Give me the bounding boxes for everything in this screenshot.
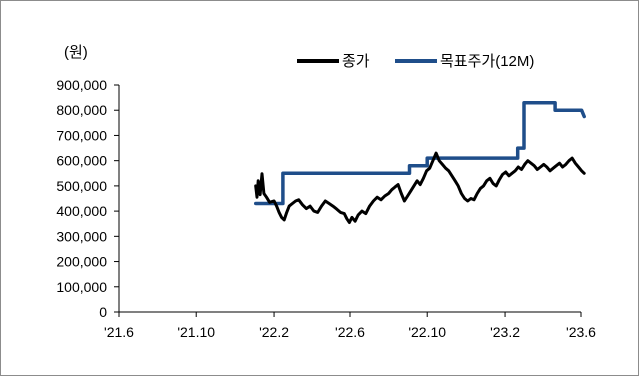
x-tick-label: '22.10 xyxy=(408,324,446,340)
axes xyxy=(114,84,582,317)
legend: 종가 목표주가(12M) xyxy=(297,53,534,70)
legend-target-price-label: 목표주가(12M) xyxy=(440,53,534,70)
y-tick-label: 400,000 xyxy=(56,203,107,219)
y-tick-label: 200,000 xyxy=(56,254,107,270)
y-tick-label: 100,000 xyxy=(56,279,107,295)
y-tick-label: 900,000 xyxy=(56,77,107,93)
legend-close-price-label: 종가 xyxy=(342,53,370,70)
y-tick-label: 300,000 xyxy=(56,228,107,244)
x-tick-label: '21.6 xyxy=(104,324,134,340)
y-tick-label: 0 xyxy=(99,304,107,320)
y-axis-label: (원) xyxy=(64,44,88,61)
x-tick-label: '23.2 xyxy=(490,324,520,340)
y-tick-label: 800,000 xyxy=(56,102,107,118)
y-tick-label: 600,000 xyxy=(56,153,107,169)
y-tick-label: 500,000 xyxy=(56,178,107,194)
y-tick-label: 700,000 xyxy=(56,127,107,143)
y-axis-ticks: 0 100,000 200,000 300,000 400,000 500,000 600,… xyxy=(56,77,107,320)
x-tick-label: '22.6 xyxy=(335,324,365,340)
close-price-line xyxy=(254,151,586,224)
x-tick-label: '22.2 xyxy=(259,324,289,340)
x-tick-label: '21.10 xyxy=(177,324,215,340)
x-axis-ticks: '21.6 '21.10 '22.2 '22.6 '22.10 '23.2 '23.6 xyxy=(104,324,596,340)
x-tick-label: '23.6 xyxy=(566,324,596,340)
series-lines xyxy=(253,100,586,224)
target-price-line xyxy=(253,100,586,206)
